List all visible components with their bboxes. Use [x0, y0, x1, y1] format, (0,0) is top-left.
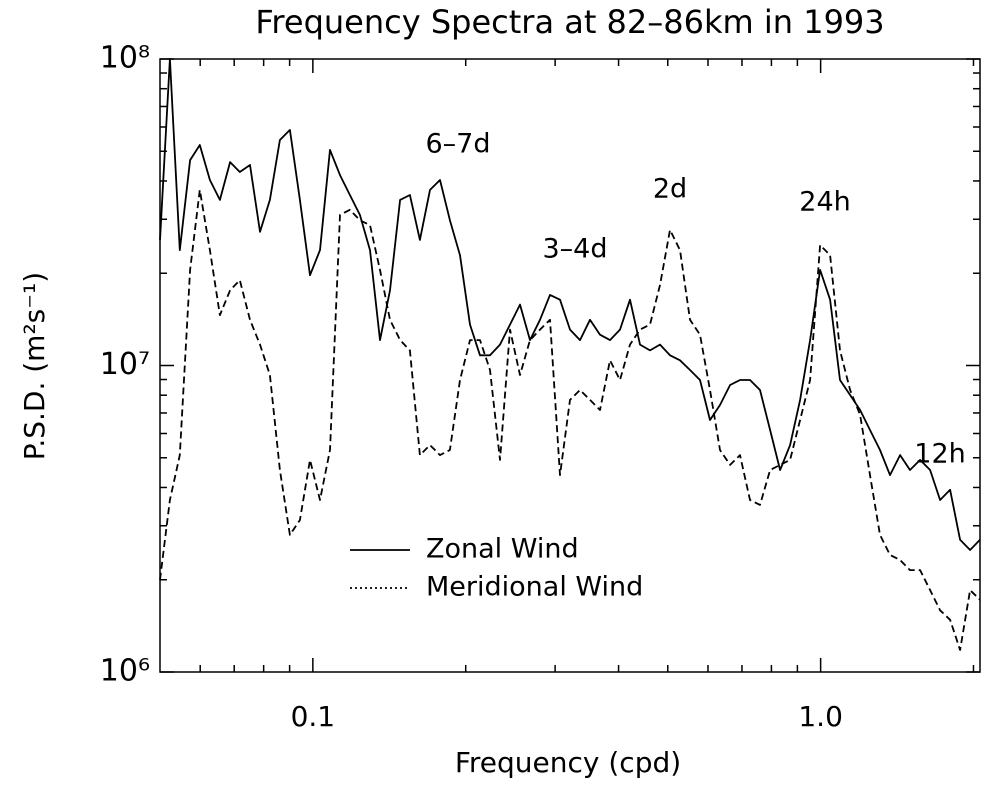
- y-tick-label: 10⁶: [100, 654, 150, 689]
- annotation: 3–4d: [543, 234, 608, 265]
- plot-frame: [159, 58, 981, 673]
- y-tick-label: 10⁷: [100, 347, 150, 382]
- y-axis-label: P.S.D. (m²s⁻¹): [18, 272, 51, 460]
- series-line: [159, 189, 981, 651]
- annotation: 6–7d: [426, 129, 491, 160]
- x-axis-label: Frequency (cpd): [455, 746, 681, 779]
- annotation: 2d: [653, 174, 687, 205]
- x-tick-label: 1.0: [798, 700, 843, 733]
- legend-label: Meridional Wind: [426, 572, 643, 603]
- chart-title: Frequency Spectra at 82–86km in 1993: [255, 3, 884, 41]
- legend-label: Zonal Wind: [426, 534, 579, 565]
- annotation: 12h: [914, 439, 965, 470]
- annotation: 24h: [799, 187, 850, 218]
- y-tick-label: 10⁸: [100, 41, 150, 76]
- series-line: [159, 58, 981, 551]
- x-tick-label: 0.1: [291, 700, 336, 733]
